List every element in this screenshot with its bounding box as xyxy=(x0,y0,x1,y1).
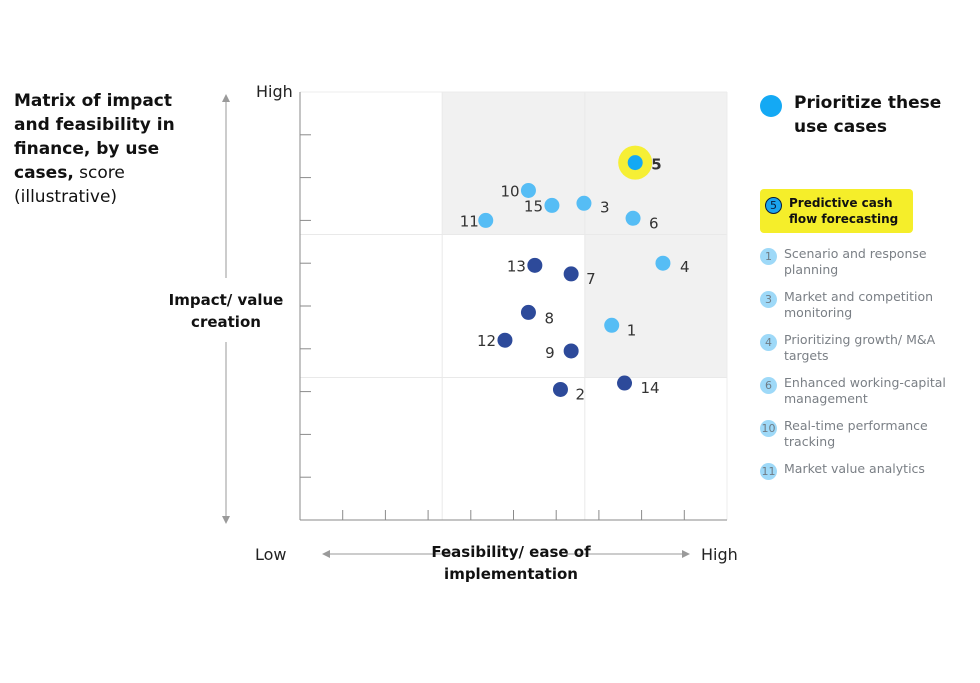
data-point-label: 10 xyxy=(500,182,519,200)
legend-item: 10 Real-time performance tracking xyxy=(760,418,970,450)
data-point xyxy=(563,343,579,359)
legend-item: 4 Prioritizing growth/ M&A targets xyxy=(760,332,970,364)
legend-number-badge: 1 xyxy=(760,248,777,265)
legend-item: 5 Predictive cash flow forecasting xyxy=(760,189,913,233)
grid-lines xyxy=(300,91,728,520)
legend-item: 3 Market and competition monitoring xyxy=(760,289,970,321)
legend-item: 11 Market value analytics xyxy=(760,461,970,480)
x-arrow-right-icon xyxy=(682,550,690,558)
legend-header-text: Prioritize these use cases xyxy=(794,93,942,137)
data-point-label: 3 xyxy=(600,198,610,216)
legend-number-badge: 10 xyxy=(760,420,777,437)
x-axis-title: Feasibility/ ease of implementation xyxy=(431,543,591,583)
legend-item: 1 Scenario and response planning xyxy=(760,246,970,278)
data-point-label: 4 xyxy=(680,258,690,276)
data-points: 5 10 15 3 11 6 4 13 7 8 1 12 9 14 2 xyxy=(460,145,690,403)
axes xyxy=(222,92,727,558)
legend-item-text: Enhanced working-capital management xyxy=(784,375,946,406)
data-point-label: 12 xyxy=(477,332,496,350)
data-point-label: 7 xyxy=(586,270,596,288)
legend-item-text: Prioritizing growth/ M&A targets xyxy=(784,332,936,363)
data-point-label: 6 xyxy=(649,214,659,232)
data-point xyxy=(563,266,579,282)
legend-number-badge: 5 xyxy=(765,197,782,214)
legend-list: 5 Predictive cash flow forecasting 1 Scena… xyxy=(760,189,970,491)
data-point-label: 15 xyxy=(524,197,543,215)
data-point xyxy=(576,195,592,211)
data-point xyxy=(655,255,671,271)
legend-item: 6 Enhanced working-capital management xyxy=(760,375,970,407)
data-point xyxy=(520,304,536,320)
data-point-label: 8 xyxy=(544,309,554,327)
data-point xyxy=(527,257,543,273)
data-point xyxy=(497,332,513,348)
priority-dot-icon xyxy=(760,95,782,117)
data-point xyxy=(604,317,620,333)
data-point xyxy=(617,375,633,391)
legend-number-badge: 4 xyxy=(760,334,777,351)
data-point xyxy=(552,381,568,397)
x-axis-low-label: Low xyxy=(255,545,287,564)
shade-mid-band xyxy=(584,234,727,378)
legend-header: Prioritize these use cases xyxy=(760,91,970,139)
data-point xyxy=(520,182,536,198)
chart-title-bold: Matrix of impact and feasibility in fina… xyxy=(14,91,175,183)
x-arrow-left-icon xyxy=(322,550,330,558)
x-axis-high-label: High xyxy=(701,545,738,564)
chart-title: Matrix of impact and feasibility in fina… xyxy=(14,89,204,209)
y-axis-title: Impact/ value creation xyxy=(168,291,284,331)
legend-item-text: Market and competition monitoring xyxy=(784,289,934,320)
y-arrow-up-icon xyxy=(222,94,230,102)
data-point-label: 2 xyxy=(575,385,585,403)
legend-number-badge: 3 xyxy=(760,291,777,308)
legend-item-text: Scenario and response planning xyxy=(784,246,927,277)
data-point-label: 5 xyxy=(651,156,661,174)
legend-number-badge: 11 xyxy=(760,463,777,480)
data-point-label: 9 xyxy=(545,344,555,362)
y-arrow-down-icon xyxy=(222,516,230,524)
data-point xyxy=(544,197,560,213)
legend-number-badge: 6 xyxy=(760,377,777,394)
data-point xyxy=(627,155,643,171)
y-axis-high-label: High xyxy=(256,82,293,101)
data-point xyxy=(478,212,494,228)
chart-title-normal: score (illustrative) xyxy=(14,163,125,207)
legend-item-text: Predictive cash flow forecasting xyxy=(789,196,899,226)
data-point-label: 1 xyxy=(627,321,637,339)
data-point-label: 11 xyxy=(460,212,479,230)
data-point-label: 13 xyxy=(507,257,526,275)
legend-item-text: Market value analytics xyxy=(784,461,925,476)
data-point xyxy=(625,210,641,226)
legend-item-text: Real-time performance tracking xyxy=(784,418,928,449)
data-point-label: 14 xyxy=(641,379,660,397)
